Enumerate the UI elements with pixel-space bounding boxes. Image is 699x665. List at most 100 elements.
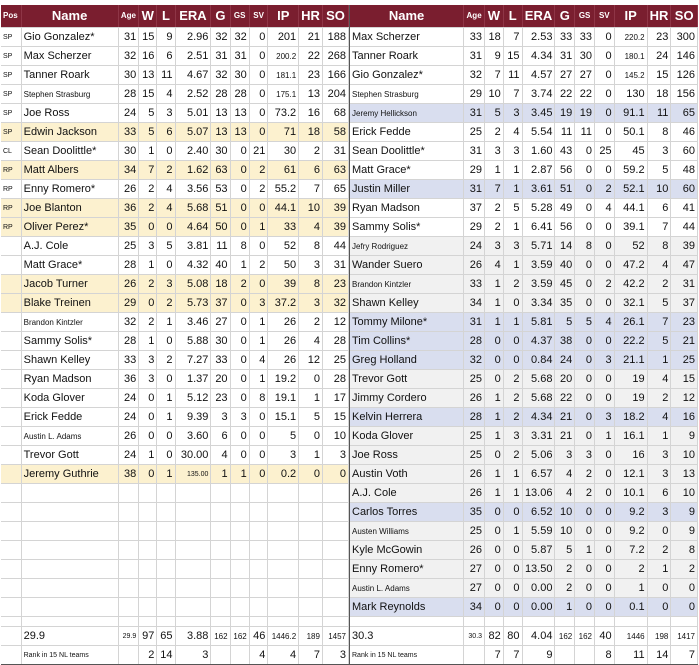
stat-l: 3 — [503, 141, 523, 161]
stat-gs: 33 — [574, 27, 595, 47]
empty-cell — [298, 483, 323, 503]
empty-cell — [156, 521, 176, 541]
stat-w: 2 — [484, 122, 504, 142]
stat-hr: 2 — [647, 540, 672, 560]
stat-ip: 45 — [614, 141, 648, 161]
stat-gs: 8 — [230, 236, 250, 256]
stat-w: 5 — [138, 103, 158, 123]
stat-so: 21 — [670, 331, 698, 351]
stat-w: 1 — [484, 293, 504, 313]
table-row: Tim Collins* 28 0 0 4.37 38 0 0 22.2 5 21 — [350, 331, 698, 351]
empty-cell — [138, 521, 158, 541]
table-row: Mark Reynolds 34 0 0 0.00 1 0 0 0.1 0 0 — [350, 597, 698, 617]
stat-hr: 7 — [298, 179, 323, 199]
stat-era: 2.53 — [522, 27, 556, 47]
stat-so: 32 — [322, 293, 350, 313]
table-row: Sean Doolittle* 31 3 3 1.60 43 0 25 45 3 60 — [350, 141, 698, 161]
stat-hr: 2 — [298, 141, 323, 161]
stat-gs: 11 — [574, 122, 595, 142]
header-age: Age — [463, 5, 486, 28]
stat-ip: 200.2 — [267, 46, 300, 66]
stat-w: 16 — [138, 46, 158, 66]
player-name: Gio Gonzalez* — [350, 65, 465, 85]
rank-g — [554, 645, 576, 665]
player-name: Kyle McGowin — [350, 540, 465, 560]
stat-gs: 1 — [574, 540, 595, 560]
stat-hr: 5 — [647, 331, 672, 351]
stat-sv: 0 — [594, 521, 615, 541]
rank-label: Rank in 15 NL teams — [21, 645, 119, 665]
header-row: Pos Name Age W L ERA G GS SV IP HR SO — [1, 5, 350, 28]
player-name: Jefry Rodriguez — [350, 236, 465, 256]
empty-cell — [322, 540, 350, 560]
total-w: 82 — [484, 626, 504, 646]
stat-sv: 0 — [249, 407, 269, 427]
stat-era: 3.34 — [522, 293, 556, 313]
table-row: Erick Fedde 25 2 4 5.54 11 11 0 50.1 8 46 — [350, 122, 698, 142]
stat-hr: 4 — [647, 369, 672, 389]
stat-gs: 0 — [230, 369, 250, 389]
rank-gs — [230, 645, 250, 665]
player-name: Shawn Kelley — [21, 350, 119, 370]
position-cell: CL — [1, 141, 22, 161]
empty-cell — [267, 540, 300, 560]
stat-sv: 0 — [249, 103, 269, 123]
stat-hr: 21 — [298, 27, 323, 47]
stat-sv: 2 — [249, 255, 269, 275]
stat-g: 1 — [554, 597, 576, 617]
rank-ip: 4 — [267, 645, 300, 665]
stat-gs: 0 — [230, 141, 250, 161]
stat-g: 14 — [554, 236, 576, 256]
stat-era: 3.45 — [522, 103, 556, 123]
stat-hr: 5 — [647, 160, 672, 180]
stat-hr: 3 — [647, 464, 672, 484]
table-row: Jacob Turner 26 2 3 5.08 18 2 0 39 8 23 — [1, 274, 350, 294]
stat-sv: 0 — [594, 160, 615, 180]
stat-g: 50 — [210, 217, 231, 237]
stat-l: 7 — [503, 27, 523, 47]
stat-ip: 52.1 — [614, 179, 648, 199]
empty-cell — [21, 502, 119, 522]
stat-hr: 8 — [298, 274, 323, 294]
position-cell: SP — [1, 65, 22, 85]
rank-so: 3 — [322, 645, 350, 665]
table-row: Gio Gonzalez* 32 7 11 4.57 27 27 0 145.2 15 126 — [350, 65, 698, 85]
stat-g: 22 — [554, 388, 576, 408]
rank-w: 2 — [138, 645, 158, 665]
stat-age: 28 — [463, 407, 486, 427]
position-cell — [1, 369, 22, 389]
empty-cell — [267, 578, 300, 598]
empty-cell — [298, 597, 323, 617]
total-pos — [1, 626, 22, 646]
stat-l: 1 — [156, 388, 176, 408]
empty-cell — [118, 521, 140, 541]
stat-w: 1 — [484, 407, 504, 427]
stat-so: 10 — [670, 483, 698, 503]
table-row: Trevor Gott 24 1 0 30.00 4 0 0 3 1 3 — [1, 445, 350, 465]
stat-l: 1 — [156, 407, 176, 427]
stat-ip: 33 — [267, 217, 300, 237]
header-ip: IP — [614, 5, 648, 28]
stat-gs: 31 — [230, 46, 250, 66]
rank-age — [463, 645, 486, 665]
stat-w: 2 — [484, 217, 504, 237]
table-row: A.J. Cole 26 1 1 13.06 4 2 0 10.1 6 10 — [350, 483, 698, 503]
empty-cell — [138, 502, 158, 522]
table-row: SP Tanner Roark 30 13 11 4.67 32 30 0 181.1 23 166 — [1, 65, 350, 85]
stat-sv: 0 — [594, 293, 615, 313]
player-name: Greg Holland — [350, 350, 465, 370]
spacer-cell — [249, 616, 269, 627]
stat-gs: 0 — [230, 331, 250, 351]
total-ip: 1446 — [614, 626, 648, 646]
stat-hr: 0 — [647, 578, 672, 598]
spacer-cell — [118, 616, 140, 627]
stat-gs: 0 — [574, 141, 595, 161]
stat-l: 1 — [156, 464, 176, 484]
stat-hr: 0 — [647, 597, 672, 617]
stat-sv: 0 — [249, 445, 269, 465]
stat-hr: 3 — [647, 141, 672, 161]
stat-age: 31 — [463, 141, 486, 161]
player-name: Mark Reynolds — [350, 597, 465, 617]
spacer-cell — [574, 616, 595, 627]
spacer-cell — [522, 616, 556, 627]
